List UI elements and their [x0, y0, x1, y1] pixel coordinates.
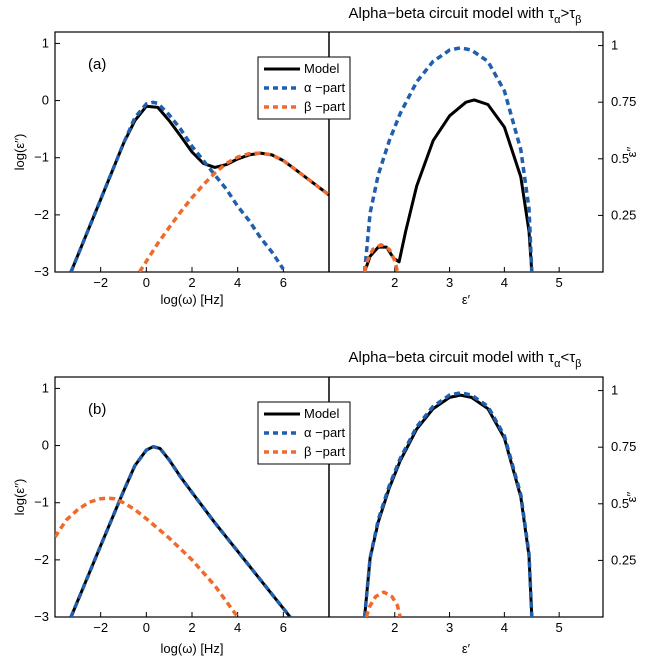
chart-a-left-xtick-label: 2	[188, 275, 195, 290]
chart-b-left-ytick-label: −3	[34, 609, 49, 624]
chart-a-left-series-beta	[138, 151, 329, 272]
chart-a-left-ytick-label: 1	[42, 35, 49, 50]
chart-b-right-plot: 2 3 4 5 0.25 0.5 0.75 1	[362, 383, 636, 635]
chart-b-left-xtick-label: 4	[234, 620, 241, 635]
chart-b-right-xtick-label: 5	[556, 620, 563, 635]
chart-b-right-series-model	[363, 393, 534, 617]
chart-b-left-series-alpha	[69, 444, 292, 617]
chart-a-title: Alpha−beta circuit model with τα>τβ	[349, 5, 582, 26]
chart-b-left-plot: −2 0 2 4 6 −3 −2 −1 0 1	[34, 380, 292, 635]
chart-b-left-xtick-label: 0	[143, 620, 150, 635]
chart-a-right-plot: 2 3 4 5 0.25 0.5 0.75 1	[362, 38, 636, 290]
chart-a-right-xtick-label: 2	[391, 275, 398, 290]
chart-b-legend: Model α −part β −part	[257, 401, 351, 465]
chart-b-left-series-model	[69, 445, 292, 617]
chart-a-left-series-alpha	[69, 100, 285, 272]
chart-a-legend-model-label: Model	[304, 61, 340, 76]
chart-a-left-ytick-label: 0	[42, 93, 49, 108]
chart-a-legend-alpha-label: α −part	[304, 80, 346, 95]
chart-a-left-ylabel: log(ε′′)	[12, 134, 27, 171]
chart-a-left-xtick-label: 6	[280, 275, 287, 290]
chart-b-right-series-alpha	[362, 391, 534, 617]
panel-b: Alpha−beta circuit model with τα<τβ (b) …	[12, 349, 639, 656]
chart-a-left-ytick-label: −3	[34, 264, 49, 279]
panel-a: Alpha−beta circuit model with τα>τβ (a) …	[12, 5, 639, 307]
chart-a-right-xtick-label: 5	[556, 275, 563, 290]
chart-b-right-ytick-label: 0.75	[611, 439, 636, 454]
chart-b-right-xtick-label: 2	[391, 620, 398, 635]
chart-b-right-ytick-label: 0.5	[611, 496, 629, 511]
chart-b-left-series-beta	[55, 496, 240, 617]
chart-b-panel-label: (b)	[88, 401, 106, 418]
chart-a-right-ylabel: ε′′	[624, 146, 639, 157]
chart-b-left-xtick-label: −2	[93, 620, 108, 635]
chart-a-left-plot: −2 0 2 4 6 −3 −2 −1 0 1	[34, 35, 329, 290]
chart-b-left-xtick-label: 2	[188, 620, 195, 635]
chart-a-right-series-alpha	[362, 46, 534, 272]
chart-a-left-xtick-label: 0	[143, 275, 150, 290]
chart-b-legend-alpha-label: α −part	[304, 425, 346, 440]
chart-a-left-ytick-label: −1	[34, 150, 49, 165]
chart-b-right-ylabel: ε′′	[624, 491, 639, 502]
chart-a-right-series-beta	[362, 243, 400, 272]
chart-b-left-xlabel: log(ω) [Hz]	[161, 641, 224, 656]
chart-a-left-ytick-label: −2	[34, 207, 49, 222]
chart-b-left-ytick-label: −2	[34, 552, 49, 567]
chart-a-left-xlabel: log(ω) [Hz]	[161, 292, 224, 307]
chart-b-legend-model-label: Model	[304, 406, 340, 421]
chart-a-left-xtick-label: 4	[234, 275, 241, 290]
chart-a-right-ytick-label: 1	[611, 38, 618, 53]
chart-a-right-series-model	[363, 98, 534, 272]
chart-a-right-ytick-label: 0.75	[611, 94, 636, 109]
chart-a-left-xtick-label: −2	[93, 275, 108, 290]
chart-b-left-xtick-label: 6	[280, 620, 287, 635]
chart-a-right-ytick-label: 0.5	[611, 151, 629, 166]
chart-b-left-ytick-label: 1	[42, 380, 49, 395]
chart-b-title: Alpha−beta circuit model with τα<τβ	[349, 349, 582, 370]
chart-a-right-xlabel: ε′	[462, 292, 471, 307]
chart-a-legend: Model α −part β −part	[257, 56, 351, 120]
chart-a-left-series-model	[69, 104, 329, 272]
chart-b-right-series-beta	[364, 590, 402, 617]
chart-b-legend-beta-label: β −part	[304, 444, 345, 459]
chart-b-left-ytick-label: 0	[42, 438, 49, 453]
chart-b-right-ytick-label: 1	[611, 383, 618, 398]
chart-b-right-xtick-label: 4	[501, 620, 508, 635]
chart-a-right-xtick-label: 3	[446, 275, 453, 290]
chart-a-legend-beta-label: β −part	[304, 99, 345, 114]
chart-a-right-ytick-label: 0.25	[611, 207, 636, 222]
chart-a-panel-label: (a)	[88, 56, 106, 73]
chart-b-right-ytick-label: 0.25	[611, 552, 636, 567]
chart-b-left-ytick-label: −1	[34, 495, 49, 510]
chart-b-right-xtick-label: 3	[446, 620, 453, 635]
chart-b-left-ylabel: log(ε′′)	[12, 479, 27, 516]
chart-a-right-xtick-label: 4	[501, 275, 508, 290]
chart-b-right-xlabel: ε′	[462, 641, 471, 656]
